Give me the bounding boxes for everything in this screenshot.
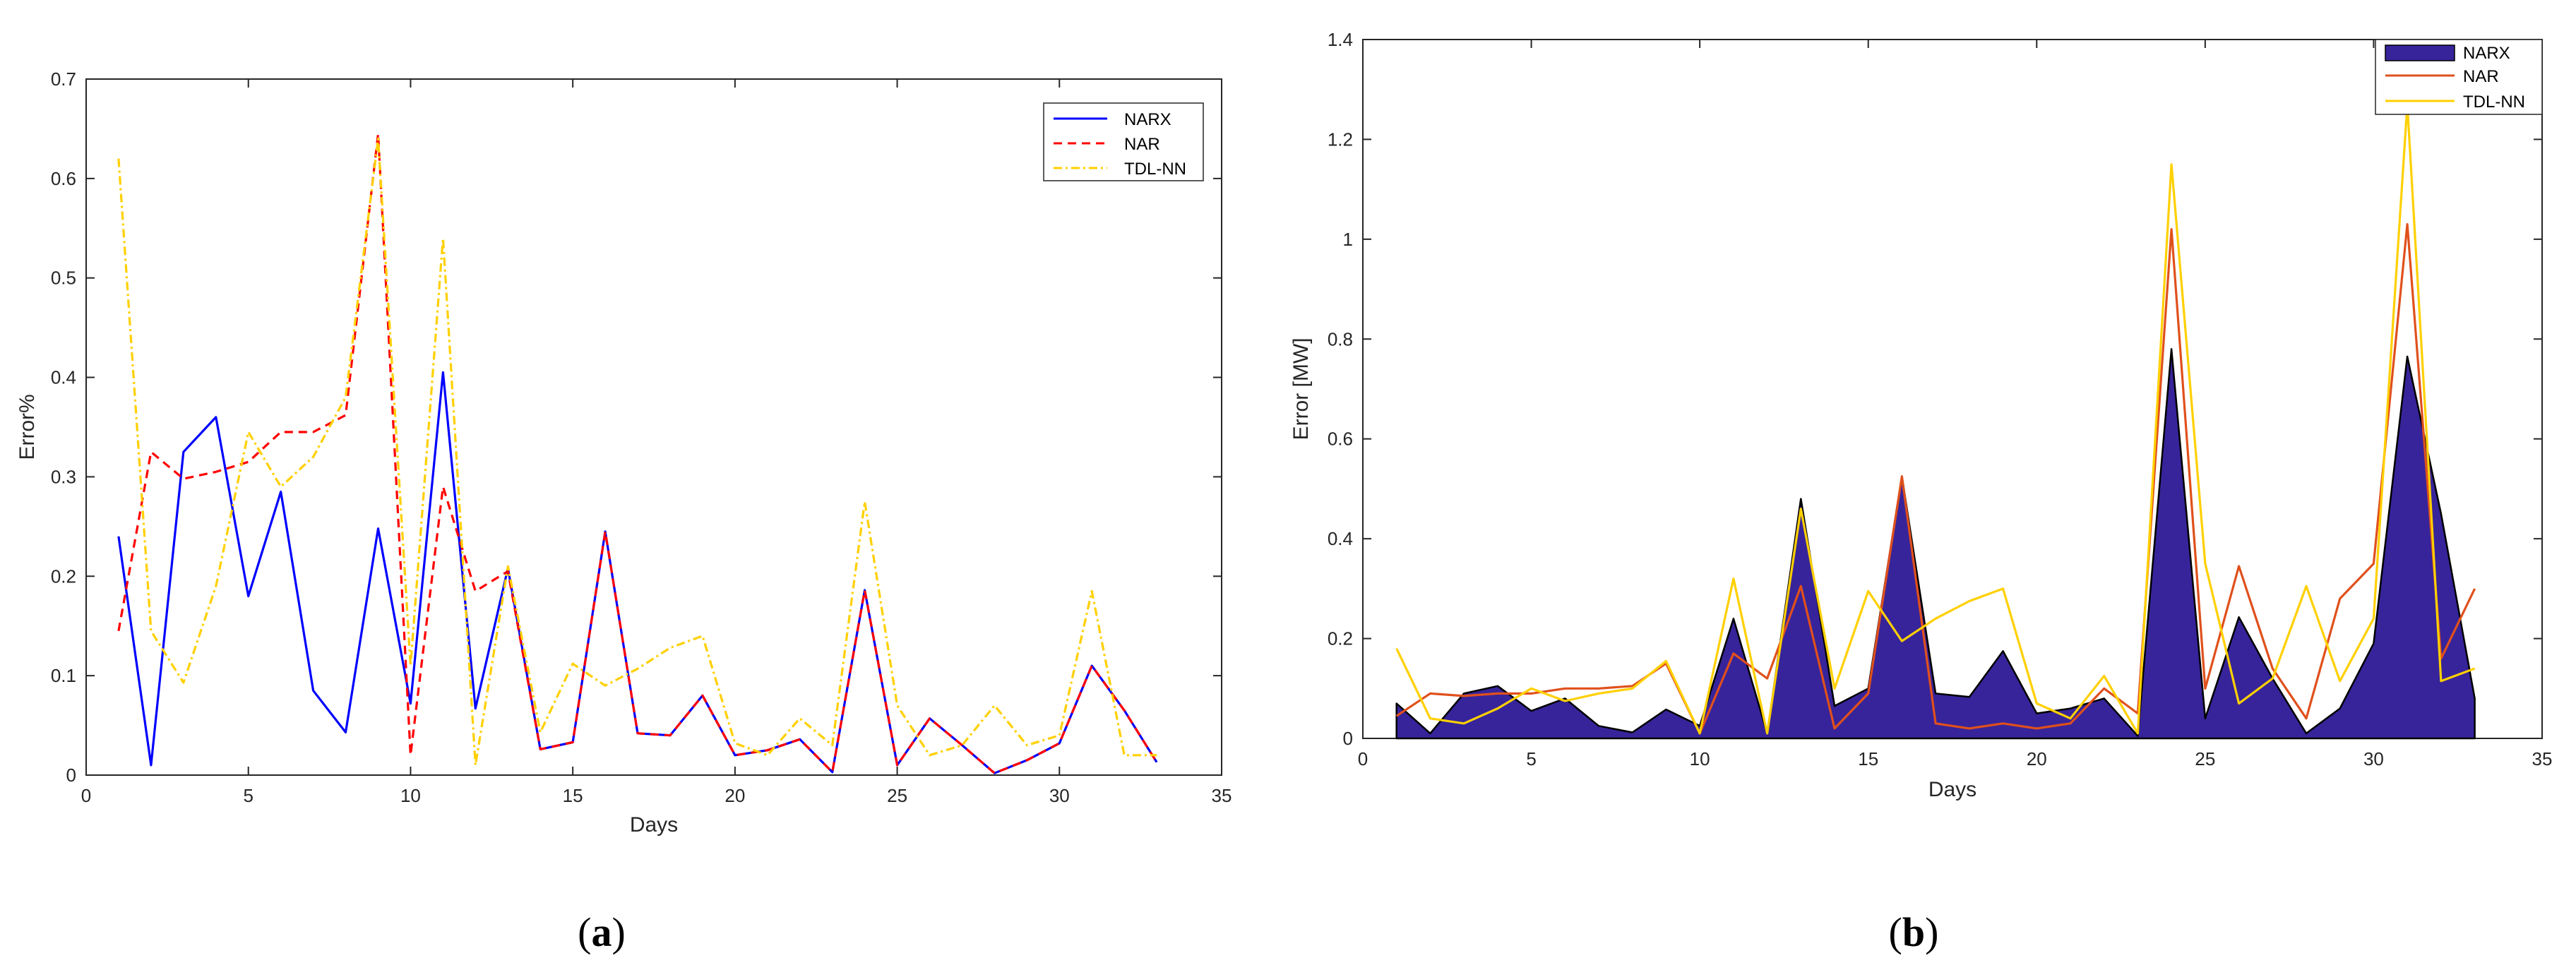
chart-b-ytick-label: 1.2: [1328, 128, 1353, 150]
chart-b-ytick-label: 0.2: [1328, 628, 1353, 649]
legend-a-narx-label: NARX: [1124, 110, 1171, 129]
chart-a: 0 5 10 15 20 25 30 35 0 0.1 0.2 0.3 0.4 0.5 0.6 0.7 Day…: [16, 68, 1232, 955]
chart-b-ytick-label: 1: [1343, 229, 1353, 250]
chart-b-axes-box: [1362, 39, 2543, 739]
chart-a-xtick-label: 20: [724, 785, 745, 806]
chart-b-ytick-label: 0.8: [1328, 328, 1353, 349]
chart-b-xtick-label: 0: [1358, 748, 1368, 769]
chart-b-xtick-label: 10: [1690, 748, 1710, 769]
chart-b-legend: NARX NAR TDL-NN: [2375, 39, 2543, 115]
chart-a-legend: NARX NAR TDL-NN: [1043, 102, 1204, 181]
chart-a-xtick-label: 30: [1049, 785, 1070, 806]
chart-a-ytick-label: 0: [66, 765, 76, 786]
series-b-narx-area: [1395, 348, 2476, 740]
panel-a-label: (a): [578, 909, 626, 955]
chart-b-series: [1395, 103, 2476, 740]
chart-b-xtick-label: 35: [2532, 748, 2553, 769]
chart-b-ylabel: Error [MW]: [1289, 338, 1313, 440]
chart-a-xtick-label: 10: [400, 785, 421, 806]
chart-b-ytick-label: 0: [1343, 728, 1353, 749]
chart-a-xtick-label: 15: [563, 785, 583, 806]
chart-a-ytick-label: 0.2: [51, 565, 76, 587]
chart-b-xtick-label: 5: [1526, 748, 1536, 769]
chart-a-series: [117, 132, 1158, 774]
legend-b-narx-label: NARX: [2463, 44, 2510, 63]
series-a-nar-line: [117, 132, 1158, 774]
chart-a-legend-box: [1043, 102, 1204, 181]
legend-b-nar-label: NAR: [2463, 67, 2499, 86]
chart-a-xtick-label: 0: [81, 785, 91, 806]
chart-b-xtick-label: 20: [2027, 748, 2047, 769]
series-a-tdl-nn-line: [117, 137, 1157, 767]
chart-a-xlabel: Days: [630, 813, 678, 837]
chart-a-xtick-label: 35: [1212, 785, 1232, 806]
chart-a-ylabel: Error%: [16, 394, 39, 460]
chart-a-ytick-label: 0.7: [51, 68, 76, 90]
legend-a-tdl-label: TDL-NN: [1124, 160, 1186, 179]
chart-b-xtick-label: 15: [1858, 748, 1878, 769]
chart-b-ytick-label: 0.4: [1328, 528, 1353, 549]
series-b-tdl-nn-line: [1395, 103, 2476, 735]
chart-a-ytick-label: 0.1: [51, 665, 76, 686]
chart-b-ytick-label: 0.6: [1328, 428, 1353, 450]
panel-b-label: (b): [1889, 909, 1939, 955]
chart-b-xtick-label: 30: [2363, 748, 2384, 769]
legend-b-tdl-label: TDL-NN: [2463, 92, 2525, 112]
chart-b-ytick-label: 1.4: [1328, 29, 1353, 50]
chart-a-ytick-label: 0.5: [51, 268, 76, 289]
series-b-nar-line: [1395, 223, 2476, 735]
chart-a-xtick-label: 5: [243, 785, 253, 806]
chart-a-ticks: 0 5 10 15 20 25 30 35 0 0.1 0.2 0.3 0.4 0.5 0.6 0.7: [51, 68, 1232, 806]
legend-a-nar-label: NAR: [1124, 135, 1160, 154]
legend-b-narx-swatch: [2385, 44, 2455, 61]
chart-a-ytick-label: 0.6: [51, 168, 76, 189]
chart-a-axes-box: [85, 78, 1222, 776]
chart-a-ytick-label: 0.4: [51, 367, 76, 388]
chart-b-xlabel: Days: [1928, 778, 1976, 801]
chart-b-xtick-label: 25: [2195, 748, 2215, 769]
chart-b-ticks: 0 5 10 15 20 25 30 35 0 0.2 0.4 0.6 0.8 1 1.2 1.4: [1328, 29, 2553, 769]
chart-a-ytick-label: 0.3: [51, 466, 76, 487]
chart-a-xtick-label: 25: [887, 785, 907, 806]
